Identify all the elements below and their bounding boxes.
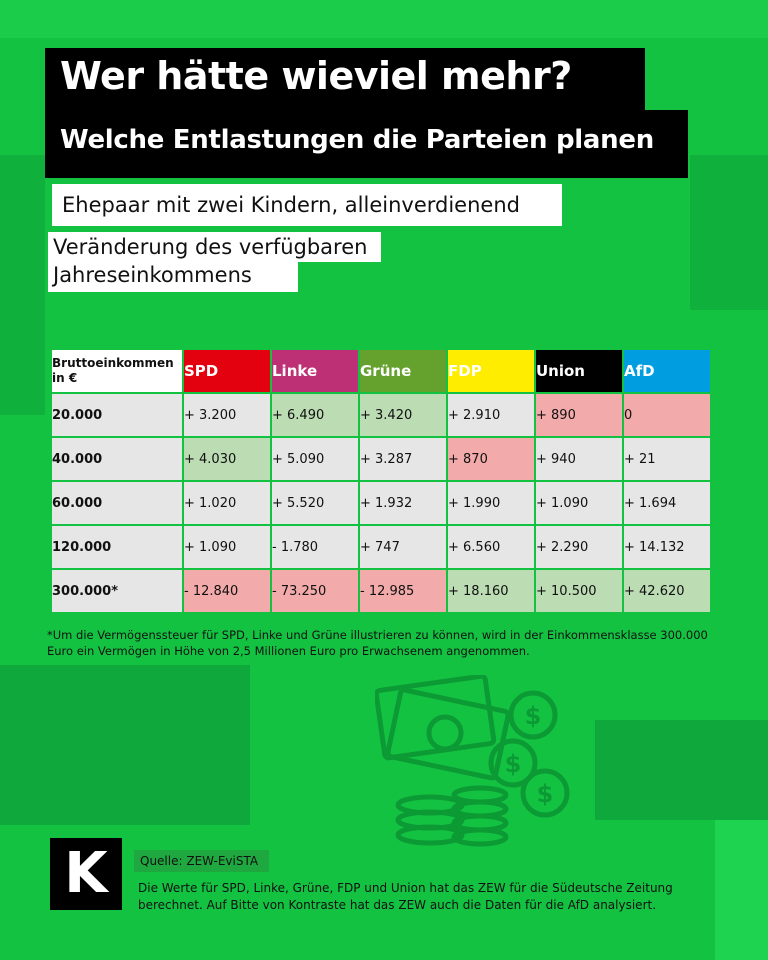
- background-block: [0, 665, 250, 825]
- value-cell: + 747: [360, 526, 446, 568]
- household-tag: Ehepaar mit zwei Kindern, alleinverdiene…: [52, 184, 562, 226]
- value-cell: + 6.490: [272, 394, 358, 436]
- party-header-afd: AfD: [624, 350, 710, 392]
- income-cell: 120.000: [52, 526, 182, 568]
- value-cell: - 12.985: [360, 570, 446, 612]
- measure-tag-line1: Veränderung des verfügbaren: [48, 232, 381, 262]
- income-cell: 40.000: [52, 438, 182, 480]
- value-cell: + 5.520: [272, 482, 358, 524]
- money-illustration-icon: $ $ $: [375, 675, 570, 847]
- measure-tag-line2: Jahreseinkommens: [48, 262, 298, 292]
- value-cell: 0: [624, 394, 710, 436]
- page-title: Wer hätte wieviel mehr?: [45, 48, 645, 110]
- source-text: Die Werte für SPD, Linke, Grüne, FDP und…: [138, 881, 673, 912]
- value-cell: + 21: [624, 438, 710, 480]
- value-cell: - 1.780: [272, 526, 358, 568]
- table-row: 120.000 + 1.090- 1.780 + 747 + 6.560 + 2.290…: [52, 526, 710, 568]
- value-cell: + 1.090: [536, 482, 622, 524]
- table-row: 60.000 + 1.020 + 5.520 + 1.932 + 1.990 + 1.09…: [52, 482, 710, 524]
- kontraste-logo: K: [50, 838, 122, 910]
- value-cell: + 3.420: [360, 394, 446, 436]
- value-cell: - 73.250: [272, 570, 358, 612]
- value-cell: + 14.132: [624, 526, 710, 568]
- party-header-union: Union: [536, 350, 622, 392]
- source-label: Quelle: ZEW-EviSTA: [134, 850, 269, 872]
- income-cell: 60.000: [52, 482, 182, 524]
- party-header-gruene: Grüne: [360, 350, 446, 392]
- svg-text:$: $: [537, 780, 554, 808]
- party-header-linke: Linke: [272, 350, 358, 392]
- value-cell: + 1.932: [360, 482, 446, 524]
- income-change-table: Bruttoeinkommen in € SPD Linke Grüne FDP…: [50, 348, 712, 614]
- value-cell: + 6.560: [448, 526, 534, 568]
- income-cell: 20.000: [52, 394, 182, 436]
- value-cell: + 870: [448, 438, 534, 480]
- background-block: [595, 720, 768, 820]
- value-cell: - 12.840: [184, 570, 270, 612]
- table-row: 20.000 + 3.200 + 6.490 + 3.420 + 2.910 + 890 0: [52, 394, 710, 436]
- svg-text:$: $: [505, 750, 522, 778]
- value-cell: + 2.290: [536, 526, 622, 568]
- table-row: 40.000 + 4.030 + 5.090 + 3.287 + 870 + 940 + 2…: [52, 438, 710, 480]
- value-cell: + 2.910: [448, 394, 534, 436]
- background-block: [715, 820, 768, 960]
- footnote: *Um die Vermögenssteuer für SPD, Linke u…: [47, 628, 708, 658]
- value-cell: + 1.694: [624, 482, 710, 524]
- income-column-header: Bruttoeinkommen in €: [52, 350, 182, 392]
- value-cell: + 890: [536, 394, 622, 436]
- party-header-fdp: FDP: [448, 350, 534, 392]
- background-block: [0, 155, 45, 415]
- value-cell: + 5.090: [272, 438, 358, 480]
- value-cell: + 1.090: [184, 526, 270, 568]
- value-cell: + 10.500: [536, 570, 622, 612]
- income-cell: 300.000*: [52, 570, 182, 612]
- value-cell: + 1.020: [184, 482, 270, 524]
- value-cell: + 3.287: [360, 438, 446, 480]
- svg-text:$: $: [525, 702, 542, 730]
- table-row: 300.000* - 12.840- 73.250- 12.985 + 18.160…: [52, 570, 710, 612]
- value-cell: + 3.200: [184, 394, 270, 436]
- background-block: [0, 0, 768, 38]
- background-block: [690, 155, 768, 310]
- page-subtitle: Welche Entlastungen die Parteien planen: [45, 110, 688, 178]
- value-cell: + 18.160: [448, 570, 534, 612]
- table-header-row: Bruttoeinkommen in € SPD Linke Grüne FDP…: [52, 350, 710, 392]
- value-cell: + 940: [536, 438, 622, 480]
- value-cell: + 42.620: [624, 570, 710, 612]
- value-cell: + 1.990: [448, 482, 534, 524]
- value-cell: + 4.030: [184, 438, 270, 480]
- party-header-spd: SPD: [184, 350, 270, 392]
